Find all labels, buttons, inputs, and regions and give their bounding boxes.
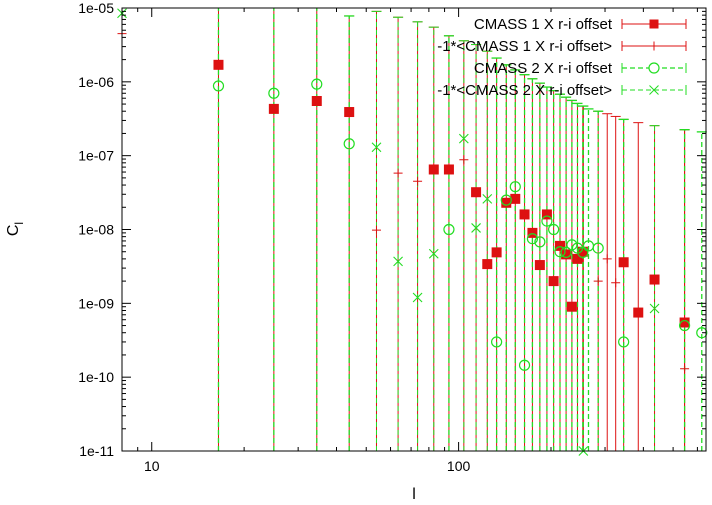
data-point-filled-square <box>519 209 530 220</box>
data-point-open-circle <box>541 215 553 227</box>
data-point-open-circle <box>678 319 691 332</box>
marker-layer <box>117 8 708 456</box>
data-point-plus <box>413 176 423 186</box>
legend-label: CMASS 1 X r-i offset <box>474 16 613 33</box>
axis-layer: 1e-11 1e-10 1e-09 1e-08 1e-07 1e-06 1e-05 10 100 <box>78 0 706 474</box>
plot-frame <box>121 7 707 452</box>
legend-label: CMASS 2 X r-i offset <box>474 60 613 77</box>
data-point-filled-square <box>428 164 439 175</box>
data-point-filled-square <box>510 193 521 204</box>
data-point-cross <box>428 248 439 259</box>
data-point-open-circle <box>268 87 280 99</box>
data-point-filled-square <box>679 317 690 328</box>
data-point-filled-square <box>311 96 322 107</box>
y-tick-label: 1e-10 <box>78 369 114 385</box>
legend-marker-open-circle <box>648 62 660 74</box>
data-point-filled-square <box>268 103 279 114</box>
data-point-plus <box>371 225 381 235</box>
data-point-cross <box>458 133 469 144</box>
data-point-open-circle <box>592 242 604 254</box>
data-point-open-circle <box>311 78 323 90</box>
x-tick-label: 100 <box>447 458 471 474</box>
data-point-cross <box>482 193 493 204</box>
data-point-filled-square <box>566 301 577 312</box>
data-point-cross <box>471 223 481 233</box>
data-point-open-circle <box>509 181 521 193</box>
data-point-filled-square <box>618 257 629 268</box>
data-point-open-circle <box>618 336 630 348</box>
data-point-filled-square <box>344 107 355 118</box>
data-point-plus <box>680 364 690 374</box>
legend-marker-filled-square <box>649 19 659 29</box>
data-point-filled-square <box>527 227 538 238</box>
data-point-open-circle <box>696 327 708 339</box>
data-point-filled-square <box>501 197 512 208</box>
y-tick-label: 1e-06 <box>78 74 114 90</box>
y-tick-label: 1e-07 <box>78 148 114 164</box>
data-point-cross <box>649 303 660 314</box>
legend: CMASS 1 X r-i offset -1*<CMASS 1 X r-i of… <box>437 16 687 99</box>
data-point-open-circle <box>548 223 560 236</box>
data-point-plus <box>393 168 403 178</box>
data-point-open-circle <box>526 233 539 245</box>
data-point-cross <box>393 256 403 267</box>
data-point-filled-square <box>443 164 454 175</box>
data-point-open-circle <box>534 236 546 248</box>
data-point-open-circle <box>500 194 512 206</box>
data-point-filled-square <box>555 240 566 251</box>
data-point-open-circle <box>577 246 589 258</box>
data-point-open-circle <box>554 246 566 258</box>
data-point-open-circle <box>560 246 572 258</box>
data-point-filled-square <box>482 259 493 270</box>
data-point-filled-square <box>649 274 660 285</box>
y-tick-label: 1e-05 <box>78 0 114 16</box>
data-point-open-circle <box>491 336 503 348</box>
y-tick-label: 1e-08 <box>78 222 114 238</box>
data-point-open-circle <box>343 138 355 150</box>
data-point-open-circle <box>212 80 225 92</box>
x-tick-label: 10 <box>144 458 160 474</box>
data-point-filled-square <box>633 307 644 318</box>
data-point-filled-square <box>572 253 583 264</box>
data-point-open-circle <box>518 359 531 371</box>
data-point-filled-square <box>548 276 559 287</box>
legend-label: -1*<CMASS 1 X r-i offset> <box>437 38 612 55</box>
data-point-filled-square <box>491 247 502 258</box>
data-point-cross <box>371 142 382 153</box>
legend-marker-cross <box>649 85 659 95</box>
data-point-plus <box>459 155 469 165</box>
data-point-cross <box>412 292 423 303</box>
y-axis-label: Cl <box>5 222 26 236</box>
legend-marker-plus <box>649 41 659 51</box>
x-axis-label: l <box>412 486 416 503</box>
data-point-plus <box>593 276 603 286</box>
legend-label: -1*<CMASS 2 X r-i offset> <box>437 82 612 99</box>
y-tick-label: 1e-11 <box>79 443 114 459</box>
data-point-filled-square <box>213 59 224 70</box>
data-point-open-circle <box>566 239 578 251</box>
data-point-plus <box>602 254 612 264</box>
y-tick-label: 1e-09 <box>78 295 114 311</box>
data-point-filled-square <box>534 260 545 271</box>
data-point-open-circle <box>443 223 455 236</box>
data-point-filled-square <box>471 187 482 198</box>
data-point-plus <box>611 278 621 288</box>
data-point-filled-square <box>541 209 552 220</box>
